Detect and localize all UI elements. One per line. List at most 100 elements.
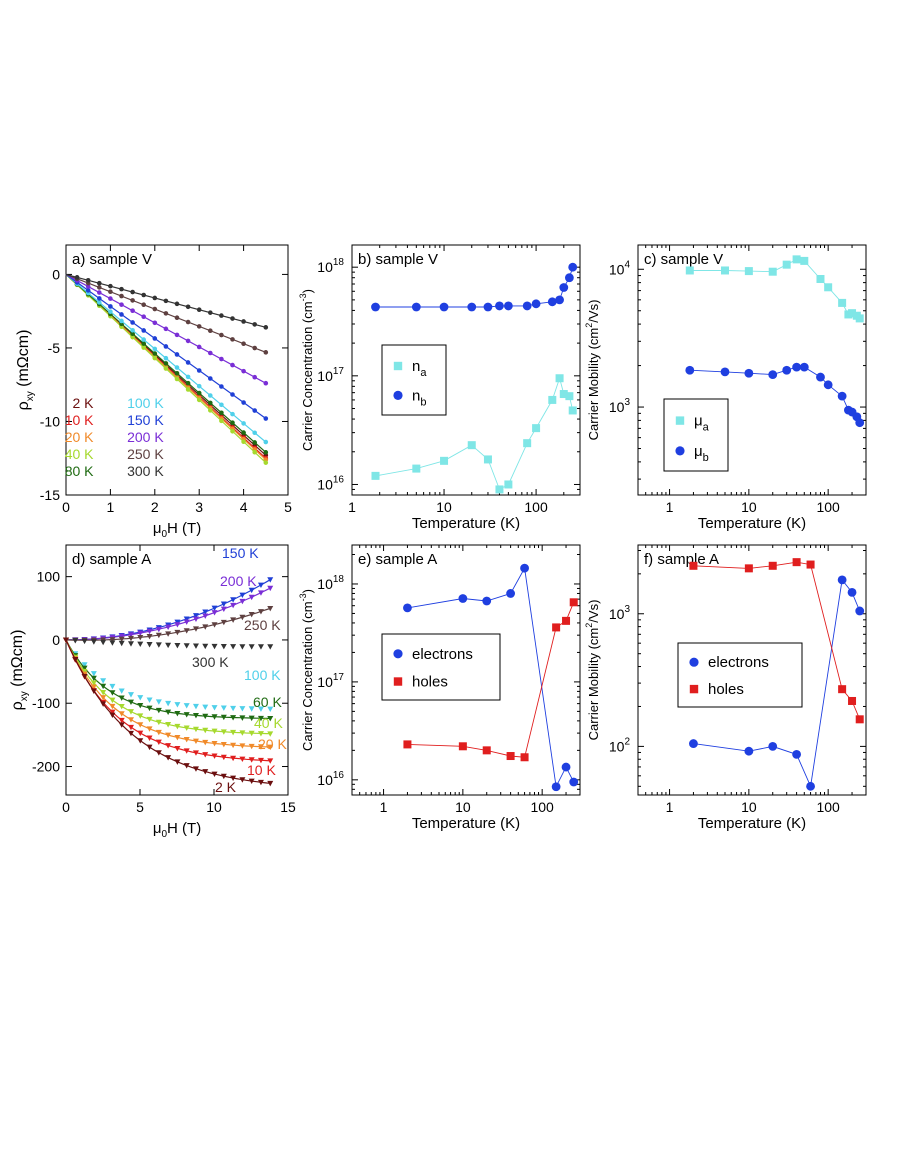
x-tick-label: 10 — [741, 499, 757, 515]
data-point — [165, 732, 172, 739]
legend-box — [663, 398, 729, 472]
data-point — [263, 380, 269, 386]
data-point — [208, 393, 213, 398]
data-point — [241, 368, 246, 374]
y-tick-label: 100 — [37, 569, 61, 585]
data-point — [174, 745, 181, 752]
data-point — [174, 370, 180, 376]
panel-title: a) sample V — [72, 251, 152, 268]
data-point — [130, 298, 135, 303]
y-tick-label: -5 — [48, 340, 61, 356]
data-point — [848, 309, 857, 318]
data-point — [90, 675, 97, 682]
data-point — [118, 717, 125, 724]
data-point — [230, 337, 235, 342]
y-tick-label: 1016 — [317, 770, 344, 788]
data-point — [183, 748, 190, 754]
data-point — [211, 771, 218, 778]
data-point — [412, 464, 421, 473]
data-point — [108, 296, 113, 301]
data-point — [192, 703, 199, 710]
data-point — [252, 322, 257, 327]
legend-label: 10 K — [65, 412, 94, 428]
data-point — [127, 730, 134, 737]
data-point — [782, 365, 792, 375]
data-point — [90, 684, 97, 690]
data-point — [163, 355, 169, 361]
data-point — [108, 283, 113, 289]
data-point — [118, 711, 125, 717]
data-point — [506, 752, 515, 761]
data-point — [267, 744, 274, 751]
data-point — [263, 350, 269, 355]
x-axis-label: Temperature (K) — [698, 515, 806, 532]
y-tick-label: -10 — [40, 413, 60, 429]
data-point — [483, 455, 492, 464]
data-point — [163, 326, 169, 332]
data-point — [119, 318, 124, 324]
data-point — [257, 757, 264, 764]
data-point — [211, 753, 218, 759]
x-axis-label: μ0H (T) — [153, 520, 201, 540]
data-point — [792, 558, 801, 567]
y-axis-label: Carrier Concentration (cm-3) — [298, 289, 315, 451]
data-point — [211, 610, 218, 616]
data-point — [230, 775, 237, 782]
x-tick-label: 2 — [151, 499, 159, 515]
data-point — [239, 706, 246, 712]
data-point — [81, 638, 88, 645]
data-point — [109, 640, 116, 646]
data-point — [239, 743, 246, 749]
data-point — [208, 328, 213, 334]
data-point — [163, 311, 169, 316]
data-point — [257, 590, 264, 596]
data-point — [208, 376, 213, 381]
data-point — [100, 639, 107, 646]
data-point — [555, 374, 564, 383]
data-point — [792, 255, 801, 264]
data-point — [192, 750, 199, 756]
data-point — [837, 575, 847, 585]
y-tick-label: -15 — [40, 487, 60, 503]
y-tick-label: 1016 — [317, 474, 344, 492]
y-tick-label: 1018 — [317, 257, 344, 275]
data-point — [118, 636, 125, 642]
data-point — [239, 598, 246, 605]
legend-label: na — [412, 358, 427, 379]
x-tick-label: 1 — [348, 499, 356, 515]
y-tick-label: 0 — [52, 632, 60, 648]
data-point — [220, 754, 227, 761]
data-point — [208, 310, 213, 315]
data-point — [562, 616, 571, 625]
data-point — [119, 312, 124, 317]
data-point — [130, 320, 135, 325]
data-point — [230, 392, 235, 397]
data-point — [837, 391, 847, 401]
data-point — [130, 289, 135, 295]
x-axis-label: Temperature (K) — [412, 815, 520, 832]
data-point — [248, 743, 255, 750]
data-point — [768, 370, 778, 379]
legend-label: 250 K — [127, 446, 164, 462]
legend-label: 200 K — [127, 429, 164, 445]
data-point — [219, 418, 224, 424]
data-point — [467, 302, 477, 312]
legend-label: 20 K — [65, 429, 94, 445]
data-point — [230, 705, 237, 712]
legend-box — [677, 642, 803, 708]
data-point — [208, 350, 213, 356]
data-point — [248, 644, 255, 650]
data-point — [127, 692, 134, 698]
y-tick-label: 102 — [609, 736, 631, 754]
data-point — [211, 728, 218, 735]
data-point — [108, 289, 113, 295]
data-point — [211, 741, 218, 747]
data-point — [183, 712, 190, 718]
y-tick-label: 103 — [609, 604, 631, 622]
data-point — [108, 304, 113, 309]
data-point — [174, 315, 180, 321]
data-point — [241, 341, 246, 346]
legend-label: electrons — [708, 654, 769, 671]
data-point — [165, 743, 172, 749]
